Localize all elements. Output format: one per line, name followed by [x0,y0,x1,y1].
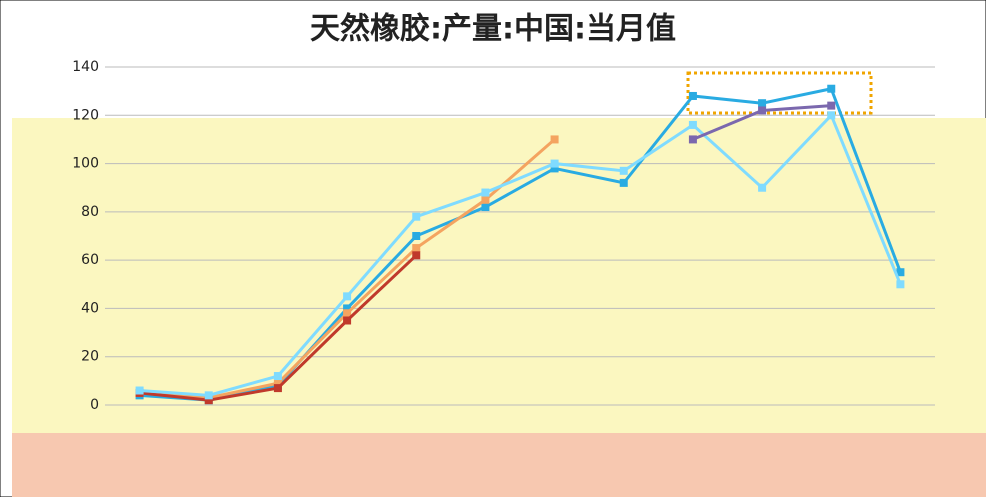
point [412,251,421,260]
point [273,372,282,381]
point [688,91,697,100]
point [550,164,559,173]
point [273,379,282,388]
point [619,166,628,175]
point [273,384,282,393]
y-tick-label: 140 [72,59,99,75]
point [343,309,352,318]
y-tick-label: 120 [72,107,99,123]
point [481,188,490,197]
point [827,101,836,110]
y-tick-label: 0 [90,397,99,413]
point [550,135,559,144]
point [481,195,490,204]
point [412,244,421,253]
point [758,183,767,192]
point [896,268,905,277]
y-tick-label: 40 [81,300,99,316]
point [619,178,628,187]
background-band [12,118,986,433]
y-tick-label: 60 [81,252,99,268]
point [896,280,905,289]
series-line [139,86,902,402]
point [204,396,213,405]
point [412,212,421,221]
series-line [139,112,902,397]
point [550,159,559,168]
point [827,111,836,120]
point [827,84,836,93]
point [758,99,767,108]
point [758,106,767,115]
y-tick-label: 20 [81,349,99,365]
point [343,316,352,325]
point [343,304,352,313]
y-tick-label: 100 [72,156,99,172]
point [688,120,697,129]
point [688,135,697,144]
point [343,292,352,301]
y-tick-label: 80 [81,204,99,220]
background-band [12,433,986,497]
point [412,232,421,240]
point [135,386,144,395]
chart-title: 天然橡胶:产量:中国:当月值 [310,12,676,47]
point [204,391,213,400]
highlight-box [686,71,873,115]
point [481,203,490,212]
